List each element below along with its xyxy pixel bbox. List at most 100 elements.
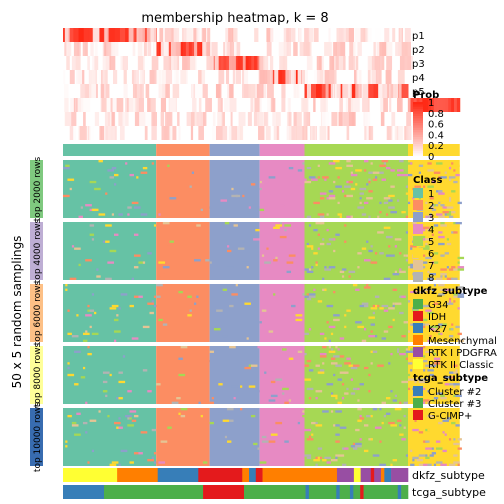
sample-cell <box>451 266 456 269</box>
sample-cell <box>118 213 123 216</box>
sample-cell <box>268 399 276 402</box>
prob-cell <box>237 56 241 70</box>
class-legend-label-5: 5 <box>428 237 434 248</box>
sample-cell <box>140 171 148 174</box>
sample-cell <box>355 321 362 324</box>
sample-cell <box>315 364 320 367</box>
sample-cell <box>408 300 411 303</box>
sample-cell <box>431 226 434 229</box>
prob-cell-noise <box>331 112 338 126</box>
prob-cell-noise <box>137 98 144 112</box>
prob-legend-gradient <box>413 144 423 147</box>
sample-cell <box>448 290 452 294</box>
sample-cell <box>390 211 397 214</box>
prob-cell-noise <box>254 28 259 42</box>
sample-cell <box>114 183 117 186</box>
sample-cell <box>414 419 417 422</box>
sample-cell <box>344 314 347 317</box>
sample-cell <box>392 273 400 276</box>
prob-legend-gradient <box>413 137 423 140</box>
sample-cell <box>388 421 395 425</box>
sample-cell <box>102 380 108 384</box>
sample-cell <box>69 277 77 280</box>
prob-cell-noise <box>380 98 386 112</box>
sample-cell <box>328 190 334 193</box>
legend-label: G34 <box>428 300 448 311</box>
prob-cell-noise <box>76 70 83 84</box>
sample-cell <box>427 369 434 372</box>
sample-cell <box>279 373 285 377</box>
prob-cell-noise <box>381 56 385 70</box>
sample-cell <box>302 162 305 165</box>
class-legend-title: Class <box>413 175 442 186</box>
prob-cell-noise <box>339 28 343 42</box>
sample-cell <box>282 392 285 395</box>
sample-cell <box>440 332 443 336</box>
prob-cell-noise <box>65 112 71 126</box>
sample-cell <box>455 424 460 427</box>
sample-cell <box>350 160 356 163</box>
prob-legend-tick: 0.6 <box>428 120 444 131</box>
sample-cell <box>438 284 445 287</box>
sample-cell <box>91 293 95 296</box>
sample-cell <box>118 426 123 429</box>
anno-segment-dkfz_subtype <box>242 468 250 482</box>
sample-cell <box>423 346 426 349</box>
prob-cell-noise <box>77 98 84 112</box>
anno-segment-dkfz_subtype <box>262 468 338 482</box>
class-annotation-bar <box>63 144 460 156</box>
sample-cell <box>357 325 364 329</box>
anno-segment-tcga_subtype <box>401 485 409 499</box>
sample-cell <box>304 268 312 271</box>
prob-cell-noise <box>178 126 181 140</box>
sample-cell <box>322 176 329 179</box>
sample-cell <box>328 325 336 329</box>
sample-cell <box>333 160 340 163</box>
sample-cell <box>339 426 347 429</box>
sample-cell <box>324 266 327 269</box>
sample-cell <box>377 231 384 234</box>
sample-cell <box>67 373 75 377</box>
sample-cell <box>451 190 456 193</box>
sample-cell <box>357 295 360 298</box>
class-block-3 <box>209 346 260 404</box>
sample-cell <box>127 417 130 420</box>
prob-cell-noise <box>164 126 169 140</box>
sample-cell <box>151 162 154 165</box>
sample-cell <box>377 169 384 172</box>
sample-cell <box>425 323 430 326</box>
prob-cell-noise <box>211 42 218 56</box>
sample-cell <box>308 293 316 296</box>
anno-segment-tcga_subtype <box>349 485 354 499</box>
anno-segment-tcga_subtype <box>308 485 337 499</box>
sample-cell <box>370 162 373 165</box>
sample-cell <box>455 222 462 225</box>
sample-cell <box>328 266 336 269</box>
prob-cell-noise <box>169 126 173 140</box>
sample-cell <box>187 314 192 317</box>
sample-cell <box>392 302 395 305</box>
prob-cell-noise <box>273 98 276 112</box>
sample-cell <box>433 328 437 331</box>
prob-cell-noise <box>247 112 252 126</box>
sample-cell <box>401 380 408 384</box>
sample-cell <box>438 190 443 193</box>
prob-cell-noise <box>329 70 337 84</box>
sample-cell <box>322 346 327 349</box>
prob-cell-noise <box>352 126 358 140</box>
sample-cell <box>446 242 452 246</box>
sample-cell <box>451 277 458 280</box>
prob-cell-noise <box>173 56 178 70</box>
sample-cell <box>381 304 389 308</box>
sample-cell <box>429 459 434 462</box>
prob-cell-noise <box>405 42 411 56</box>
sample-cell <box>420 378 428 381</box>
sample-cell <box>275 256 278 260</box>
sample-cell <box>431 399 434 402</box>
prob-legend-gradient <box>413 102 423 105</box>
prob-cell-noise <box>134 112 140 126</box>
sample-cell <box>388 417 395 420</box>
prob-cell <box>350 84 357 98</box>
sample-cell <box>140 431 148 434</box>
class-block-3 <box>209 408 260 466</box>
